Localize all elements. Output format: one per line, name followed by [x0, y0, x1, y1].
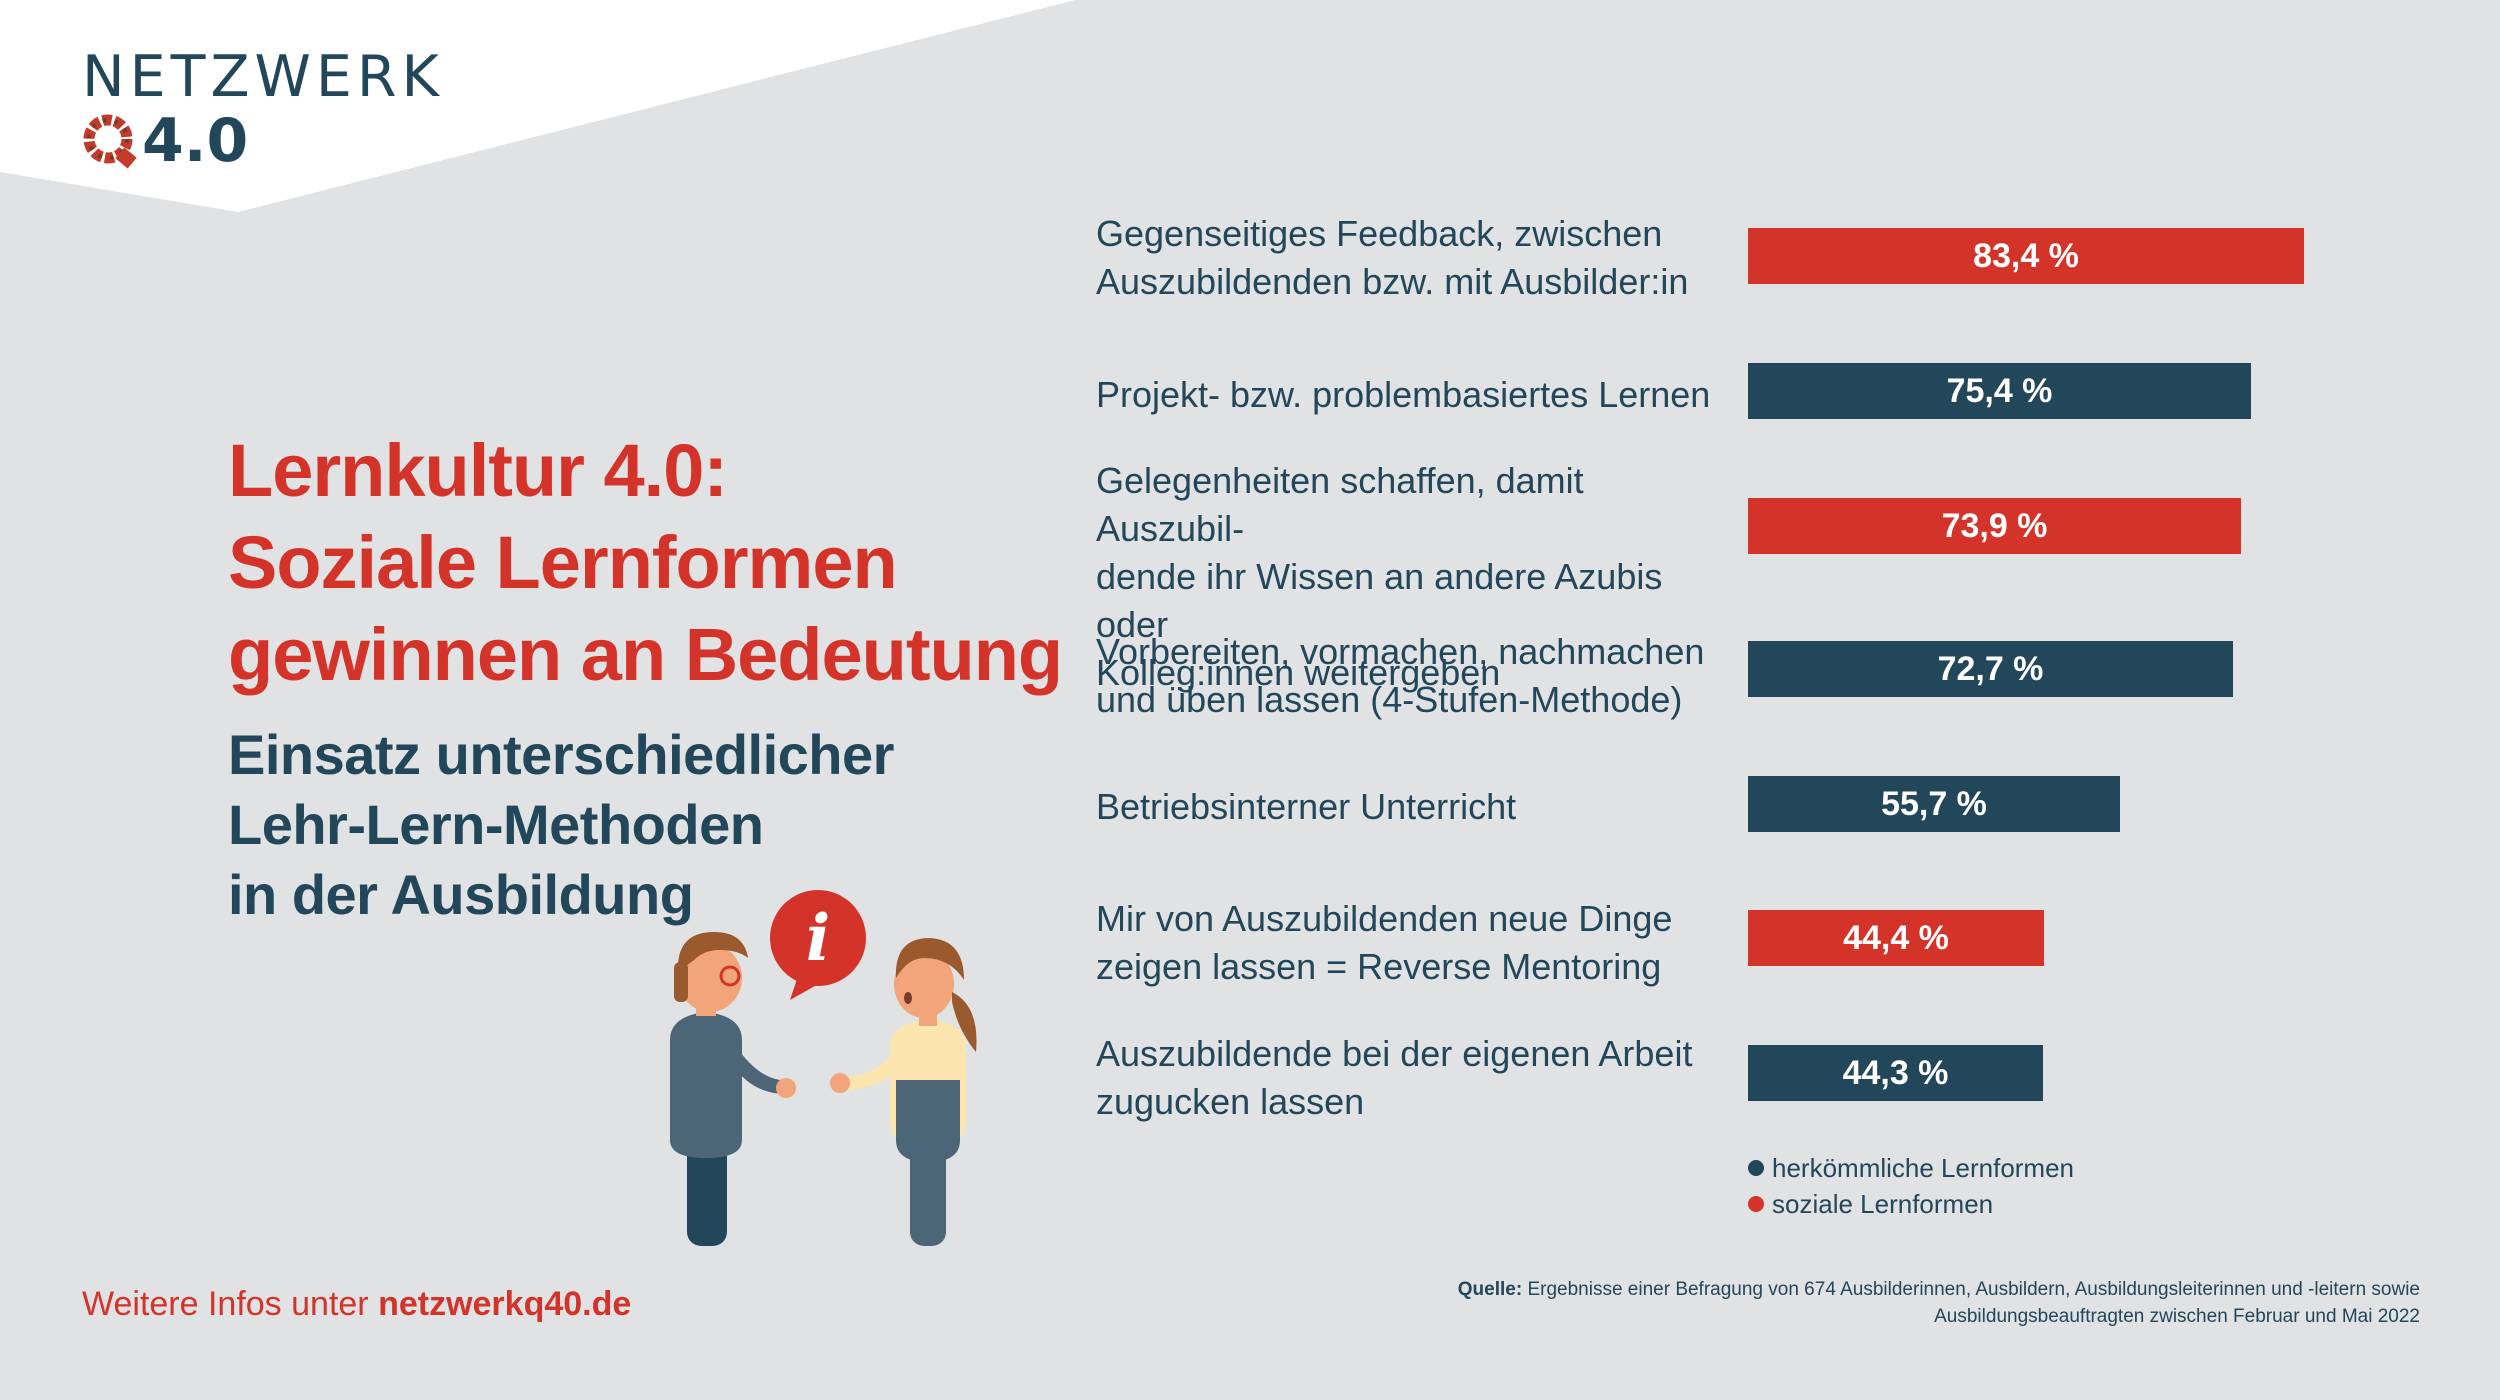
bar-value-label-1: 83,4 % — [1973, 237, 2079, 275]
footer-info: Weitere Infos unter netzwerkq40.de — [82, 1285, 631, 1324]
man-figure — [670, 932, 796, 1246]
source-text: Ergebnisse einer Befragung von 674 Ausbi… — [1522, 1279, 2420, 1327]
category-label-6: Mir von Auszubildenden neue Dinge zeigen… — [1096, 898, 1673, 987]
category-label-3: Gelegenheiten schaffen, damit Auszubil- … — [1096, 460, 1663, 693]
legend-label-herkoemmlich: herkömmliche Lernformen — [1772, 1152, 2075, 1183]
source-note: Quelle: Ergebnisse einer Befragung von 6… — [1370, 1276, 2420, 1330]
conversation-illustration: i — [670, 890, 977, 1246]
woman-figure — [830, 938, 977, 1246]
category-label-2: Projekt- bzw. problembasiertes Lernen — [1096, 374, 1711, 415]
category-label-4: Vorbereiten, vormachen, nachmachen und ü… — [1096, 631, 1705, 720]
page-title: Lernkultur 4.0: Soziale Lernformen gewin… — [228, 429, 1063, 696]
bar-2 — [1748, 363, 2251, 419]
source-label: Quelle: — [1457, 1279, 1523, 1300]
bar-3 — [1748, 498, 2241, 554]
legend-label-sozial: soziale Lernformen — [1772, 1188, 1994, 1219]
logo-wordmark: NETZWERK — [82, 44, 444, 110]
bar-6 — [1748, 910, 2044, 966]
category-label-5: Betriebsinterner Unterricht — [1096, 786, 1517, 827]
category-label-1: Gegenseitiges Feedback, zwischen Auszubi… — [1096, 213, 1689, 302]
page-subtitle: Einsatz unterschiedlicher Lehr-Lern-Meth… — [228, 723, 894, 926]
chart-legend: herkömmliche Lernformen soziale Lernform… — [1748, 1150, 2074, 1222]
bar-value-label-3: 73,9 % — [1941, 507, 2048, 545]
legend-dot-dark — [1748, 1160, 1764, 1176]
logo-q-icon — [83, 114, 137, 169]
legend-dot-red — [1748, 1196, 1764, 1212]
legend-item-sozial: soziale Lernformen — [1748, 1186, 2074, 1222]
logo[interactable]: NETZWERK 4.0 — [82, 44, 444, 176]
bar-1 — [1748, 228, 2304, 284]
footer-prefix: Weitere Infos unter — [82, 1285, 379, 1323]
legend-item-herkoemmlich: herkömmliche Lernformen — [1748, 1150, 2074, 1186]
bar-value-label-7: 44,3 % — [1842, 1054, 1949, 1092]
logo-number: 4.0 — [142, 106, 249, 176]
bar-value-label-6: 44,4 % — [1843, 919, 1949, 957]
bar-4 — [1748, 641, 2233, 697]
footer-website-link[interactable]: netzwerkq40.de — [378, 1285, 632, 1323]
bar-value-label-2: 75,4 % — [1946, 372, 2053, 410]
bar-5 — [1748, 776, 2120, 832]
bar-7 — [1748, 1045, 2043, 1101]
svg-text:i: i — [806, 901, 830, 976]
info-bubble-icon: i — [770, 890, 866, 1000]
bar-value-label-4: 72,7 % — [1937, 650, 2044, 688]
bar-value-label-5: 55,7 % — [1881, 785, 1987, 823]
category-label-7: Auszubildende bei der eigenen Arbeit zug… — [1096, 1033, 1693, 1122]
